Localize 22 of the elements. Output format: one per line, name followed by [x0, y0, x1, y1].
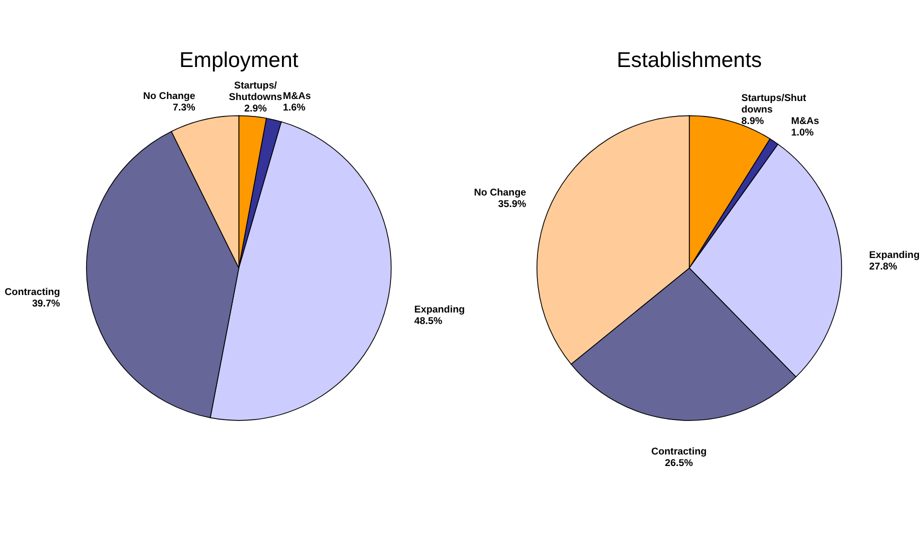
- slice-label: Contracting: [4, 287, 60, 298]
- data-label: 2.9%: [244, 104, 267, 115]
- data-label: 48.5%: [414, 316, 443, 328]
- slice-label: No Change: [474, 187, 527, 198]
- slice-label: M&As: [791, 116, 820, 128]
- data-label: 7.3%: [172, 102, 196, 114]
- slice-label: No Change: [143, 90, 196, 102]
- chart-title: Establishments: [616, 48, 762, 72]
- data-label: 8.9%: [741, 116, 764, 128]
- chart-title: Employment: [179, 48, 298, 72]
- data-label: 1.6%: [282, 102, 306, 114]
- slice-label: Startups/ Shutdowns: [228, 80, 283, 103]
- data-label: 35.9%: [498, 198, 526, 210]
- slice-label: Expanding: [414, 304, 465, 316]
- slice-label: Contracting: [651, 446, 707, 458]
- slice-label: M&As: [282, 91, 312, 102]
- data-label: 26.5%: [664, 458, 694, 470]
- data-label: 1.0%: [791, 128, 814, 139]
- data-label: 39.7%: [32, 298, 60, 310]
- slice-label: Expanding: [869, 250, 920, 261]
- data-label: 27.8%: [869, 261, 898, 272]
- slice-label: Startups/Shut downs: [741, 93, 807, 116]
